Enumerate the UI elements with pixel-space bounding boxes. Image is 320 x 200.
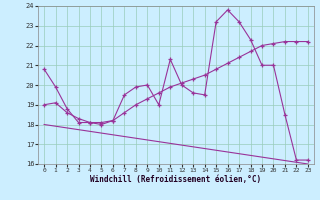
X-axis label: Windchill (Refroidissement éolien,°C): Windchill (Refroidissement éolien,°C) [91, 175, 261, 184]
